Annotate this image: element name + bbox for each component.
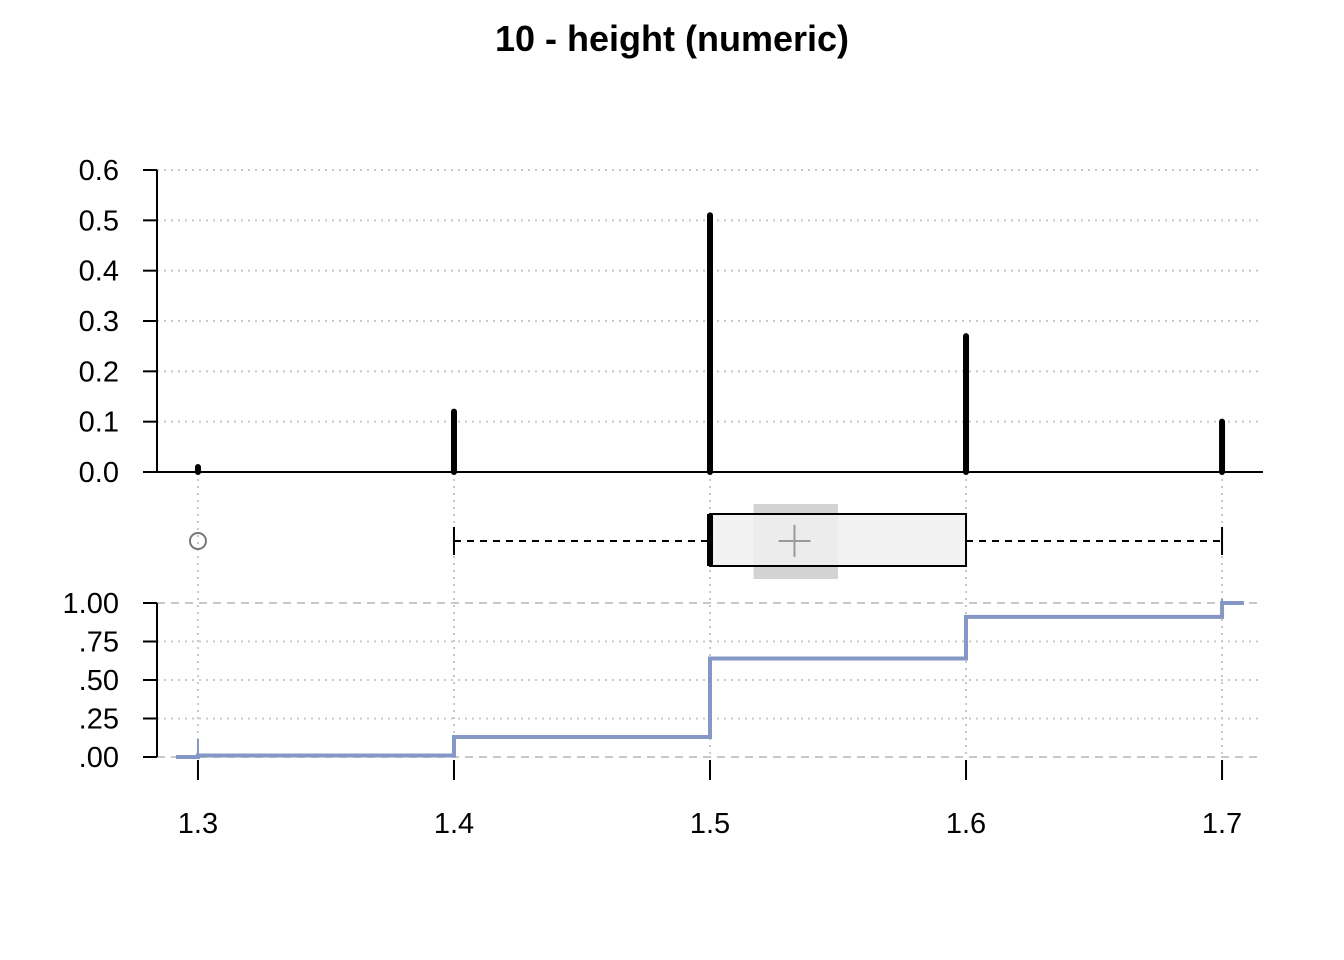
ecdf-y-tick-label: .25 <box>79 704 119 736</box>
x-tick-label: 1.3 <box>178 808 218 840</box>
chart-title: 10 - height (numeric) <box>494 18 850 59</box>
x-tick-label: 1.4 <box>434 808 474 840</box>
outlier-point <box>188 532 207 550</box>
marks-layer <box>175 212 1245 759</box>
x-tick-label: 1.6 <box>946 808 986 840</box>
ecdf-y-tick-label: .75 <box>79 627 119 659</box>
x-tick-label: 1.7 <box>1202 808 1242 840</box>
box <box>709 513 968 567</box>
bar-y-tick-label: 0.6 <box>79 155 119 187</box>
ecdf-y-tick-label: .50 <box>79 665 119 697</box>
bar-y-tick-label: 0.0 <box>79 457 119 489</box>
ecdf-y-tick-label: .00 <box>79 742 119 774</box>
bar-y-tick-label: 0.5 <box>79 205 119 237</box>
labels-layer: 0.0 0.1 0.2 0.3 0.4 0.5 0.6 .00 .25 .50 .75 1.00 1.3… <box>63 155 1243 840</box>
ecdf-y-tick-label: 1.00 <box>63 588 119 620</box>
axes-layer <box>143 169 1263 780</box>
bar-y-tick-label: 0.3 <box>79 306 119 338</box>
bar-y-tick-label: 0.4 <box>79 256 119 288</box>
x-tick-label: 1.5 <box>690 808 730 840</box>
bar-y-tick-label: 0.1 <box>79 407 119 439</box>
bar-y-tick-label: 0.2 <box>79 356 119 388</box>
